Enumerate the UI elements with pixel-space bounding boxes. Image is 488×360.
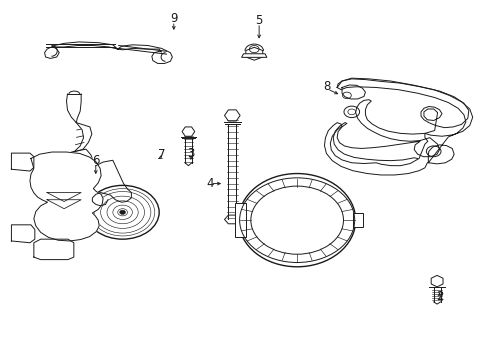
Text: 6: 6: [92, 154, 100, 167]
Text: 8: 8: [323, 80, 330, 93]
Polygon shape: [34, 239, 74, 260]
Circle shape: [292, 217, 302, 224]
Polygon shape: [224, 215, 240, 224]
Polygon shape: [234, 203, 245, 237]
Text: 5: 5: [255, 14, 262, 27]
Text: 2: 2: [435, 290, 443, 303]
Text: 9: 9: [170, 12, 177, 25]
Polygon shape: [11, 225, 35, 243]
Polygon shape: [182, 127, 194, 136]
Text: 7: 7: [158, 148, 165, 161]
Polygon shape: [245, 47, 262, 60]
Polygon shape: [352, 213, 362, 227]
Polygon shape: [11, 153, 34, 171]
Ellipse shape: [253, 186, 292, 254]
Text: 1: 1: [272, 202, 279, 215]
Circle shape: [86, 185, 159, 239]
Polygon shape: [430, 275, 442, 287]
Polygon shape: [224, 110, 240, 121]
Circle shape: [426, 146, 440, 157]
Circle shape: [13, 229, 25, 237]
Polygon shape: [30, 152, 103, 241]
Text: 3: 3: [187, 147, 194, 159]
Text: 4: 4: [206, 177, 214, 190]
Polygon shape: [241, 54, 266, 57]
Circle shape: [120, 210, 125, 215]
Circle shape: [13, 157, 25, 166]
Circle shape: [294, 218, 300, 222]
Circle shape: [260, 193, 333, 247]
Ellipse shape: [238, 174, 355, 267]
Circle shape: [47, 247, 59, 256]
Polygon shape: [70, 149, 93, 167]
Circle shape: [343, 106, 359, 118]
